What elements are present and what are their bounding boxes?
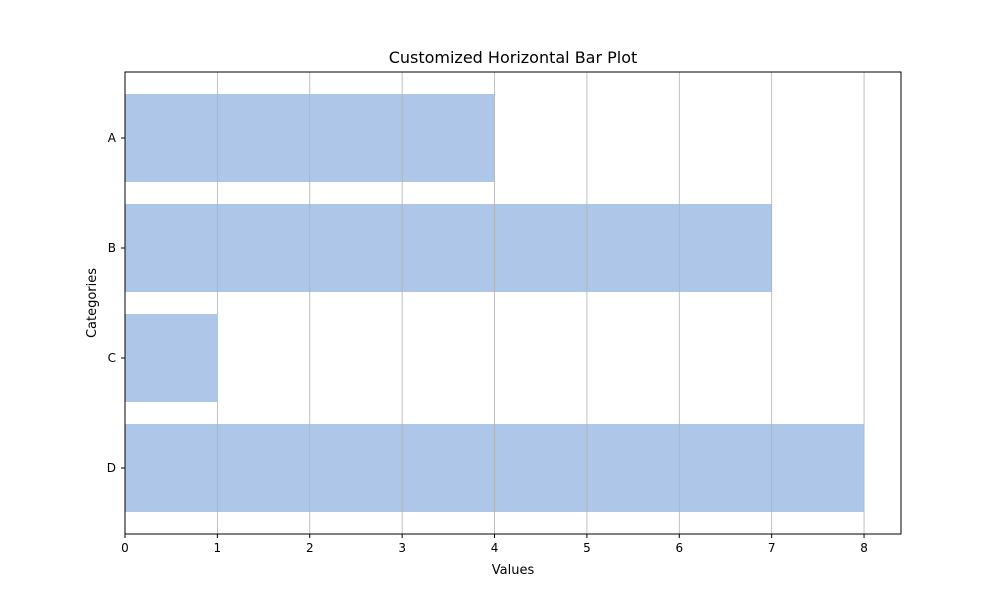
bar-c [125,314,218,402]
x-tick-label-8: 8 [860,541,868,555]
x-axis-label: Values [492,563,535,578]
bar-b [125,204,772,292]
x-axis-ticks: 0 1 2 3 4 5 6 7 8 [121,534,868,555]
y-tick-label-c: C [108,351,116,365]
x-tick-label-6: 6 [675,541,683,555]
x-tick-label-4: 4 [491,541,499,555]
x-tick-label-2: 2 [306,541,314,555]
y-axis-label: Categories [85,268,100,338]
x-tick-label-5: 5 [583,541,591,555]
plot-frame [124,71,902,535]
y-tick-label-a: A [108,131,117,145]
chart-title: Customized Horizontal Bar Plot [389,48,638,67]
x-tick-label-0: 0 [121,541,129,555]
x-tick-label-7: 7 [768,541,776,555]
y-tick-label-d: D [107,461,116,475]
y-tick-label-b: B [108,241,116,255]
y-axis-ticks: A B C D [107,131,125,475]
x-tick-label-1: 1 [214,541,222,555]
x-tick-label-3: 3 [398,541,406,555]
